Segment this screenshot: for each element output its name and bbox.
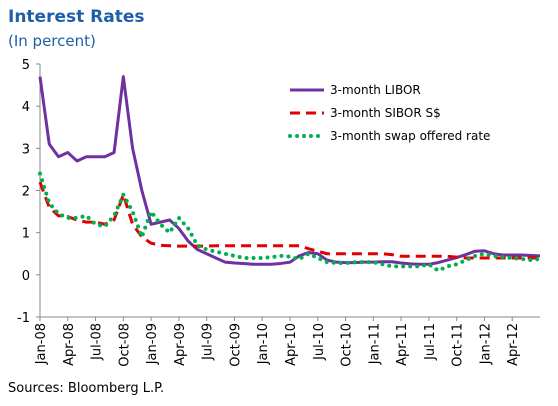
- x-tick-label: Apr-10: [284, 323, 299, 366]
- series-line: [38, 75, 541, 266]
- x-tick-label: Oct-09: [228, 323, 243, 367]
- x-tick-label: Apr-12: [506, 323, 521, 366]
- x-tick-label: Jul-08: [90, 323, 105, 361]
- x-tick-label: Jul-09: [201, 323, 216, 361]
- x-tick-label: Jan-10: [256, 323, 271, 365]
- x-tick-label: Jan-12: [478, 323, 493, 365]
- y-tick-label: -1: [17, 311, 30, 326]
- y-tick-label: 0: [22, 269, 30, 284]
- chart-title: Interest Rates: [8, 7, 145, 27]
- x-tick-label: Apr-11: [395, 323, 410, 366]
- x-tick-label: Jan-09: [145, 323, 160, 365]
- y-tick-label: 3: [22, 142, 30, 157]
- y-tick-label: 2: [22, 185, 30, 200]
- y-tick-label: 5: [22, 58, 30, 73]
- source-note: Sources: Bloomberg L.P.: [8, 381, 164, 396]
- x-tick-label: Oct-10: [340, 323, 355, 367]
- legend-label: 3-month swap offered rate: [330, 129, 490, 143]
- y-tick-label: 1: [22, 227, 30, 242]
- legend-label: 3-month SIBOR S$: [330, 106, 441, 120]
- legend-label: 3-month LIBOR: [330, 83, 421, 97]
- x-tick-label: Jul-11: [423, 323, 438, 361]
- y-tick-label: 4: [22, 100, 30, 115]
- x-tick-label: Apr-08: [62, 323, 77, 366]
- series-line: [38, 171, 542, 273]
- x-tick-label: Oct-08: [117, 323, 132, 367]
- chart-subtitle: (In percent): [8, 32, 96, 50]
- series-line: [38, 181, 540, 260]
- x-tick-label: Oct-11: [451, 323, 466, 367]
- x-tick-label: Apr-09: [173, 323, 188, 366]
- x-tick-label: Jan-08: [34, 323, 49, 365]
- x-tick-label: Jul-10: [312, 323, 327, 361]
- x-tick-label: Jan-11: [367, 323, 382, 365]
